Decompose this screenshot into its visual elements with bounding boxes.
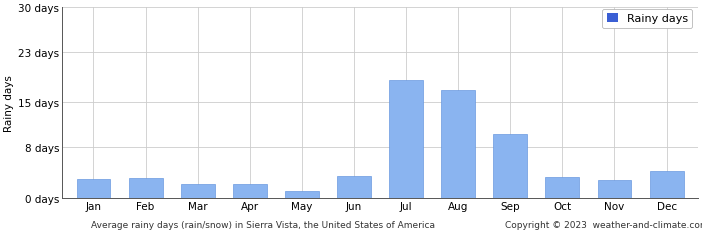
Bar [597,180,631,198]
Bar [649,171,684,198]
Bar [233,185,267,198]
Bar [128,178,163,198]
Bar [77,179,110,198]
Bar [337,176,371,198]
Bar [442,90,475,198]
Text: Copyright © 2023  weather-and-climate.com: Copyright © 2023 weather-and-climate.com [505,220,702,229]
Y-axis label: Rainy days: Rainy days [4,75,14,131]
Bar [494,135,527,198]
Bar [285,191,319,198]
Legend: Rainy days: Rainy days [602,10,692,29]
Bar [389,81,423,198]
Bar [180,184,215,198]
Text: Average rainy days (rain/snow) in Sierra Vista, the United States of America: Average rainy days (rain/snow) in Sierra… [91,220,435,229]
Bar [545,178,579,198]
